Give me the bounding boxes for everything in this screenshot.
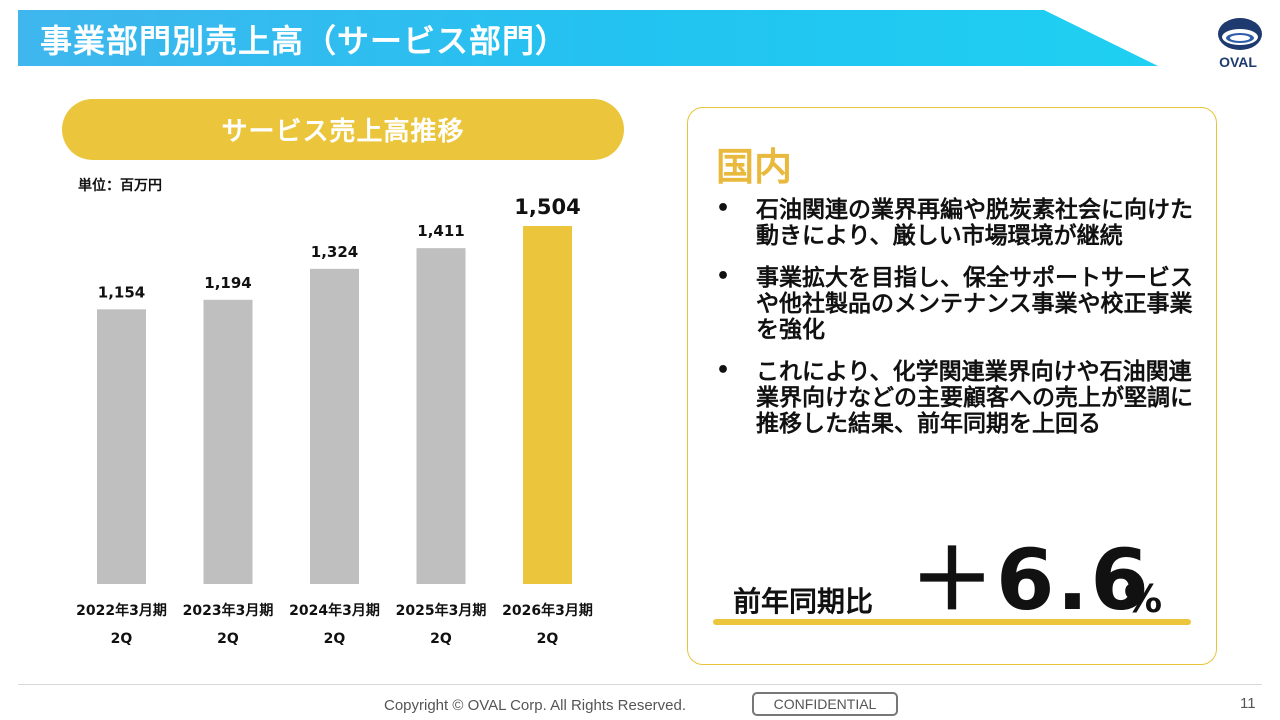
bar-4 [523,226,572,584]
data-label-2: 1,324 [311,243,358,261]
title-banner [18,10,1158,66]
bar-3 [416,248,466,584]
panel-heading: 国内 [716,145,793,189]
x-tick-label-4-0: 2026年3月期 [502,602,593,619]
list-item: これにより、化学関連業界向けや石油関連業界向けなどの主要顧客への売上が堅調に推移… [712,359,1202,437]
page-title: 事業部門別売上高（サービス部門） [40,22,569,60]
bar-0 [97,309,146,584]
list-item: 事業拡大を目指し、保全サポートサービスや他社製品のメンテナンス事業や校正事業を強… [712,265,1202,343]
x-tick-label-2-0: 2024年3月期 [289,602,380,619]
x-tick-label-4-1: 2Q [537,631,559,647]
chart-header-label: サービス売上高推移 [221,117,465,147]
chart-header: サービス売上高推移 [62,99,624,160]
copyright-text: Copyright © OVAL Corp. All Rights Reserv… [384,697,687,714]
yoy-underline [713,619,1191,625]
bar-1 [203,299,253,584]
bar-2 [310,268,359,584]
confidential-label: CONFIDENTIAL [773,696,877,712]
yoy-value: ＋6.6 [910,531,1151,629]
page-number: 11 [1240,695,1256,712]
unit-label: 単位：百万円 [78,178,162,194]
data-label-4: 1,504 [514,195,580,219]
x-tick-label-0-0: 2022年3月期 [76,602,167,619]
bar-chart: 1,154 2022年3月期 2Q 1,194 2023年3月期 2Q 1,324 2024年… [76,195,593,647]
x-tick-label-1-1: 2Q [217,631,239,647]
data-label-0: 1,154 [98,283,145,301]
x-tick-label-3-1: 2Q [430,631,452,647]
x-tick-label-3-0: 2025年3月期 [396,602,487,619]
yoy-unit: % [1124,577,1163,621]
data-label-3: 1,411 [417,222,464,240]
list-item: 石油関連の業界再編や脱炭素社会に向けた動きにより、厳しい市場環境が継続 [712,197,1202,249]
bullet-list: 石油関連の業界再編や脱炭素社会に向けた動きにより、厳しい市場環境が継続 事業拡大… [712,197,1202,453]
yoy-label: 前年同期比 [733,585,874,618]
x-tick-label-0-1: 2Q [111,631,133,647]
data-label-1: 1,194 [204,274,251,292]
confidential-badge: CONFIDENTIAL [752,692,898,716]
x-tick-label-2-1: 2Q [324,631,346,647]
oval-logo-icon [1218,18,1262,50]
logo-text: OVAL [1219,54,1257,70]
footer-divider [18,684,1262,685]
x-tick-label-1-0: 2023年3月期 [183,602,274,619]
